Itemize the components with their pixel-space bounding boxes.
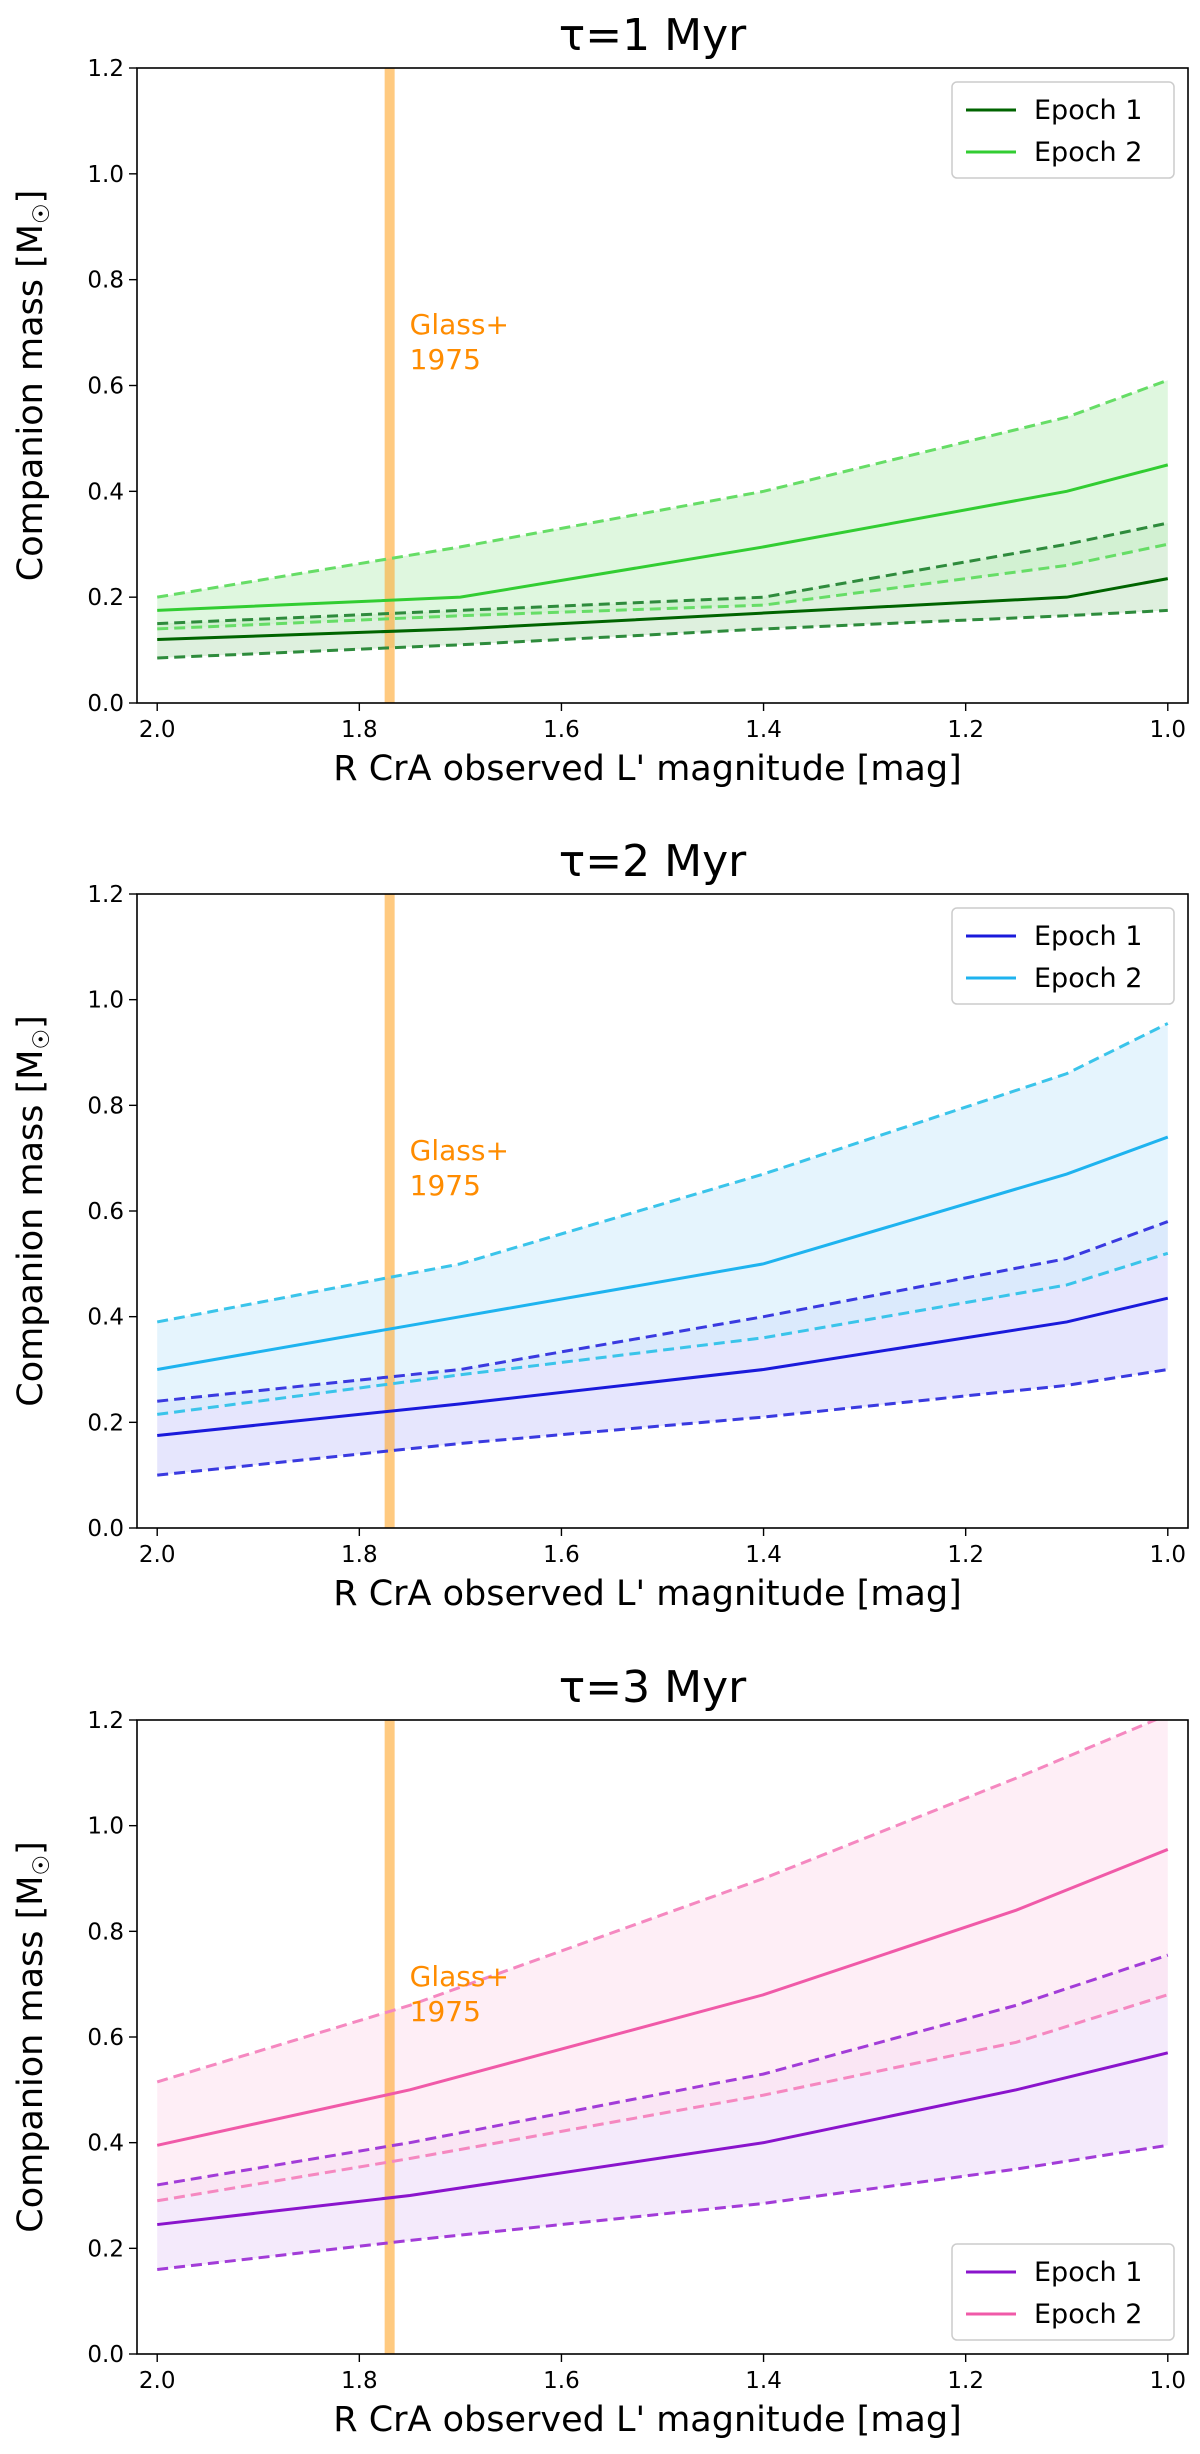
legend-label-epoch-1: Epoch 1 — [1034, 95, 1142, 126]
x-tick-label: 1.2 — [947, 2368, 984, 2394]
y-tick-label: 0.6 — [87, 1199, 124, 1225]
y-tick-label: 0.4 — [87, 1305, 124, 1331]
legend: Epoch 1 Epoch 2 — [951, 81, 1175, 179]
annotation-glass-1975: 1975 — [410, 1995, 481, 2028]
upper-bound-line-epoch-2 — [156, 1022, 1169, 1324]
uncertainty-band-epoch-1 — [157, 523, 1168, 659]
x-tick-label: 1.8 — [341, 717, 378, 743]
upper-bound-line-epoch-2 — [156, 1720, 1160, 2084]
y-axis-label-close: ] — [11, 190, 51, 204]
y-tick-label: 0.4 — [87, 2131, 124, 2157]
y-tick-label: 0.6 — [87, 2025, 124, 2051]
x-tick-label: 1.2 — [947, 1542, 984, 1568]
x-tick-label: 1.4 — [745, 1542, 782, 1568]
lower-bound-line-epoch-1 — [157, 608, 1168, 660]
legend: Epoch 1 Epoch 2 — [951, 2243, 1175, 2341]
chart-panel-2: Glass+1975 2.0 1.8 1.6 1.4 1.2 1.0 0.0 0.2 0.4 0.6… — [11, 836, 1189, 1614]
y-tick-label: 0.4 — [87, 479, 124, 505]
y-axis-label-subscript: ☉ — [29, 1855, 55, 1876]
y-tick-label: 0.0 — [87, 1516, 124, 1542]
y-tick-label: 1.2 — [87, 1708, 124, 1734]
y-tick-label: 0.0 — [87, 691, 124, 717]
legend-box — [951, 2243, 1175, 2341]
plot-area — [156, 894, 1169, 1528]
y-axis-label-close: ] — [11, 1841, 51, 1855]
x-tick-label: 1.6 — [543, 1542, 580, 1568]
x-tick-label: 1.2 — [947, 717, 984, 743]
lower-bound-line-epoch-2 — [157, 1251, 1169, 1416]
x-tick-label: 2.0 — [139, 717, 176, 743]
upper-bound-line-epoch-1 — [157, 1220, 1169, 1403]
upper-bound-line-epoch-2 — [156, 378, 1169, 599]
y-tick-label: 1.0 — [87, 988, 124, 1014]
legend-label-epoch-2: Epoch 2 — [1034, 2299, 1142, 2330]
y-axis-label-subscript: ☉ — [29, 1029, 55, 1050]
annotation-glass-1975: 1975 — [410, 343, 481, 376]
y-tick-label: 0.2 — [87, 1410, 124, 1436]
y-axis-label: Companion mass [M☉] — [11, 190, 55, 582]
x-axis-label: R CrA observed L' magnitude [mag] — [333, 1574, 961, 1614]
x-tick-label: 1.4 — [745, 717, 782, 743]
x-tick-label: 1.8 — [341, 1542, 378, 1568]
x-tick-label: 1.0 — [1149, 717, 1186, 743]
x-tick-label: 2.0 — [139, 1542, 176, 1568]
y-axis-label: Companion mass [M☉] — [11, 1015, 55, 1407]
y-axis-label-close: ] — [11, 1015, 51, 1029]
legend-label-epoch-1: Epoch 1 — [1034, 2257, 1142, 2288]
y-tick-label: 1.0 — [87, 1814, 124, 1840]
chart-panel-1: Glass+1975 2.0 1.8 1.6 1.4 1.2 1.0 0.0 0.2 0.4 0.6… — [11, 10, 1189, 789]
plot-area — [156, 1720, 1169, 2354]
x-tick-label: 1.4 — [745, 2368, 782, 2394]
y-tick-label: 0.0 — [87, 2342, 124, 2368]
chart-title: τ=1 Myr — [559, 10, 747, 61]
reference-band-glass-1975 — [384, 894, 395, 1528]
y-tick-label: 0.8 — [87, 1919, 124, 1945]
legend-box — [951, 81, 1175, 179]
annotation-glass-1975: Glass+ — [410, 1960, 509, 1993]
y-tick-label: 1.2 — [87, 882, 124, 908]
upper-bound-line-epoch-1 — [156, 1953, 1169, 2187]
y-axis-label-main: Companion mass [M — [11, 1050, 51, 1407]
y-tick-label: 0.8 — [87, 268, 124, 294]
y-tick-label: 1.2 — [87, 56, 124, 82]
y-tick-label: 0.6 — [87, 374, 124, 400]
x-tick-label: 1.6 — [543, 2368, 580, 2394]
x-tick-label: 1.8 — [341, 2368, 378, 2394]
annotation-glass-1975: Glass+ — [410, 308, 509, 341]
y-tick-label: 0.2 — [87, 2236, 124, 2262]
x-tick-label: 2.0 — [139, 2368, 176, 2394]
chart-title: τ=2 Myr — [559, 836, 747, 887]
x-axis-label: R CrA observed L' magnitude [mag] — [333, 749, 961, 789]
y-tick-label: 0.2 — [87, 585, 124, 611]
legend-label-epoch-2: Epoch 2 — [1034, 137, 1142, 168]
annotation-glass-1975: 1975 — [410, 1169, 481, 1202]
y-tick-label: 1.0 — [87, 162, 124, 188]
uncertainty-band-epoch-2 — [157, 1720, 1168, 2201]
annotation-glass-1975: Glass+ — [410, 1134, 509, 1167]
y-axis-label-main: Companion mass [M — [11, 224, 51, 581]
chart-title: τ=3 Myr — [559, 1662, 747, 1713]
legend-label-epoch-1: Epoch 1 — [1034, 921, 1142, 952]
y-axis-label-subscript: ☉ — [29, 203, 55, 224]
x-tick-label: 1.0 — [1149, 1542, 1186, 1568]
y-axis-label: Companion mass [M☉] — [11, 1841, 55, 2233]
uncertainty-band-epoch-2 — [157, 380, 1168, 629]
x-tick-label: 1.0 — [1149, 2368, 1186, 2394]
uncertainty-band-epoch-2 — [157, 1023, 1168, 1415]
legend-label-epoch-2: Epoch 2 — [1034, 963, 1142, 994]
reference-band-glass-1975 — [384, 1720, 395, 2354]
legend-box — [951, 907, 1175, 1005]
y-axis-label-main: Companion mass [M — [11, 1876, 51, 2233]
reference-band-glass-1975 — [384, 68, 395, 703]
y-tick-label: 0.8 — [87, 1093, 124, 1119]
x-tick-label: 1.6 — [543, 717, 580, 743]
legend: Epoch 1 Epoch 2 — [951, 907, 1175, 1005]
x-axis-label: R CrA observed L' magnitude [mag] — [333, 2400, 961, 2440]
chart-panel-3: Glass+1975 2.0 1.8 1.6 1.4 1.2 1.0 0.0 0.2 0.4 0.6… — [11, 1662, 1189, 2440]
lower-bound-line-epoch-2 — [156, 1993, 1169, 2203]
plot-area — [156, 68, 1169, 703]
